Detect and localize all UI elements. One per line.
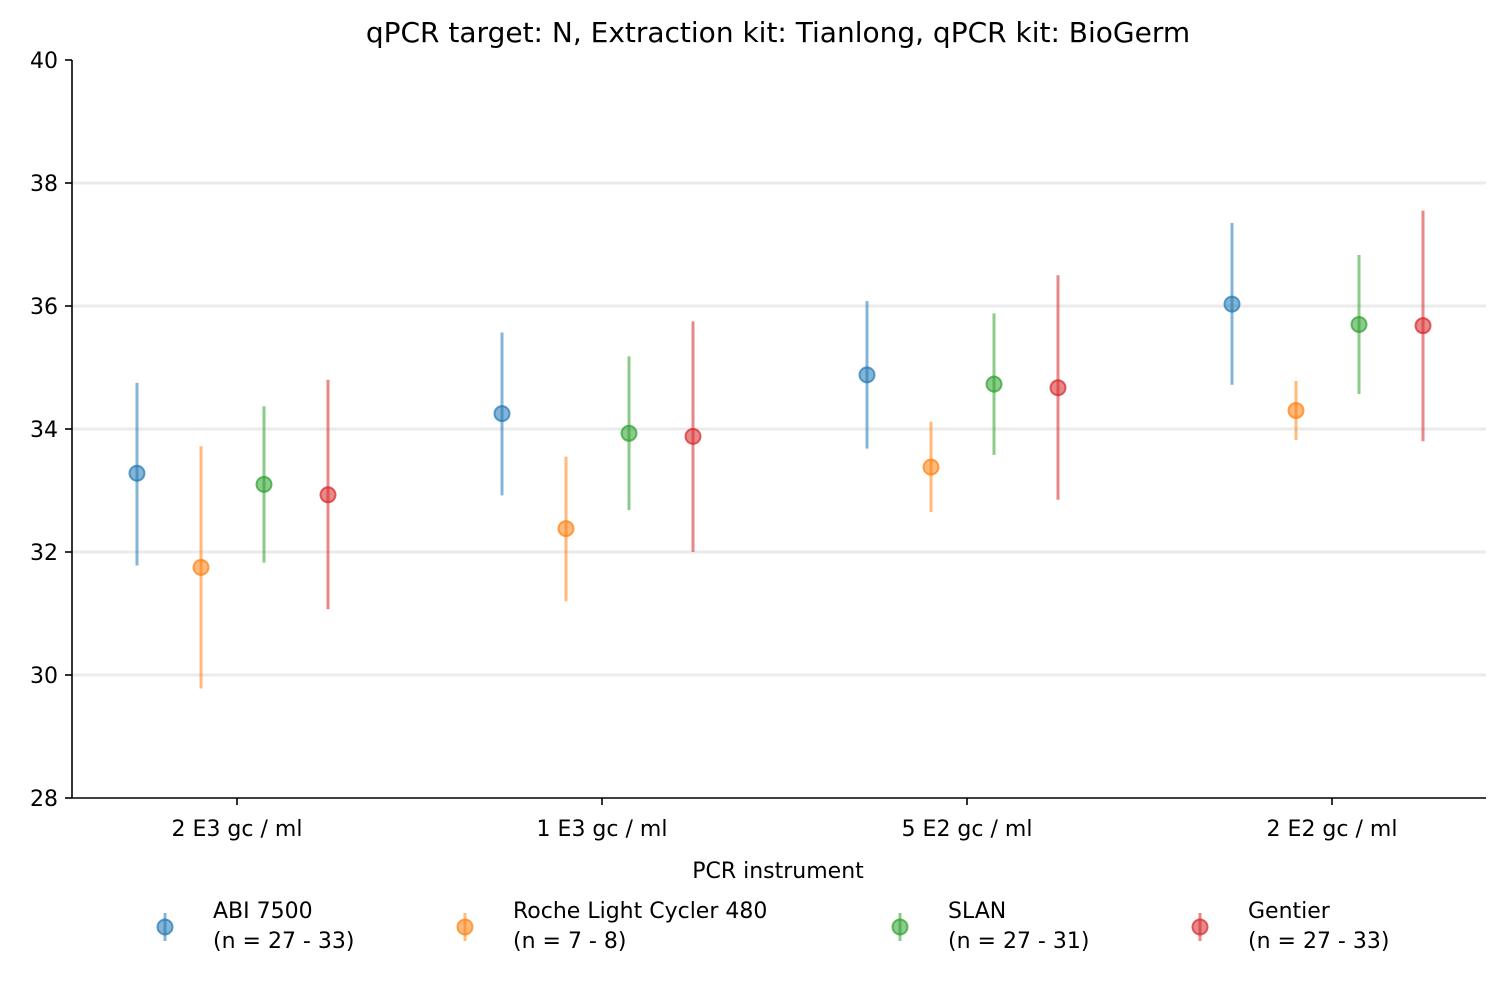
chart-title: qPCR target: N, Extraction kit: Tianlong… [366,16,1190,49]
y-tick-label: 32 [30,541,58,566]
y-tick-label: 38 [30,172,58,197]
x-tick-label: 2 E2 gc / ml [1267,817,1398,842]
x-tick-label: 5 E2 gc / ml [902,817,1033,842]
data-point [985,375,1003,393]
legend-point-marker [891,918,909,936]
x-tick-label: 2 E3 gc / ml [172,817,303,842]
gridlines [72,181,1486,677]
axes: 28 30 32 34 36 38 40 2 E3 gc / ml 1 E3 gc / ml 5 … [30,49,1486,842]
data-point [1049,379,1067,397]
x-axis-label: PCR instrument [692,859,864,884]
legend: ABI 7500 (n = 27 - 33) Roche Light Cycler … [156,899,1389,954]
data-series [128,210,1432,689]
y-tick-label: 28 [30,787,58,812]
y-tick-label: 30 [30,664,58,689]
legend-item: Gentier (n = 27 - 33) [1191,899,1389,954]
legend-point-marker [1191,918,1209,936]
data-point [1287,402,1305,420]
legend-label: SLAN [948,899,1006,924]
data-point [922,458,940,476]
legend-item: SLAN (n = 27 - 31) [891,899,1089,954]
data-point [255,475,273,493]
legend-label: Roche Light Cycler 480 [513,899,767,924]
data-point [1414,317,1432,335]
series-slan [255,254,1368,563]
y-tick-label: 40 [30,49,58,74]
legend-point-marker [456,918,474,936]
data-point [128,464,146,482]
legend-label: Gentier [1248,899,1331,924]
x-tick-label: 1 E3 gc / ml [537,817,668,842]
legend-item: ABI 7500 (n = 27 - 33) [156,899,354,954]
series-abi-7500 [128,222,1241,566]
data-point [684,427,702,445]
data-point [1223,295,1241,313]
series-roche-light-cycler-480 [192,381,1305,689]
legend-n-label: (n = 27 - 31) [948,929,1089,954]
data-point [493,405,511,423]
data-point [319,486,337,504]
legend-item: Roche Light Cycler 480 (n = 7 - 8) [456,899,767,954]
data-point [557,520,575,538]
data-point [620,424,638,442]
data-point [192,558,210,576]
legend-point-marker [156,918,174,936]
legend-n-label: (n = 27 - 33) [1248,929,1389,954]
data-point [1350,315,1368,333]
legend-n-label: (n = 27 - 33) [213,929,354,954]
legend-n-label: (n = 7 - 8) [513,929,626,954]
legend-label: ABI 7500 [213,899,313,924]
data-point [858,366,876,384]
y-tick-label: 36 [30,295,58,320]
y-tick-label: 34 [30,418,58,443]
series-gentier [319,210,1432,610]
